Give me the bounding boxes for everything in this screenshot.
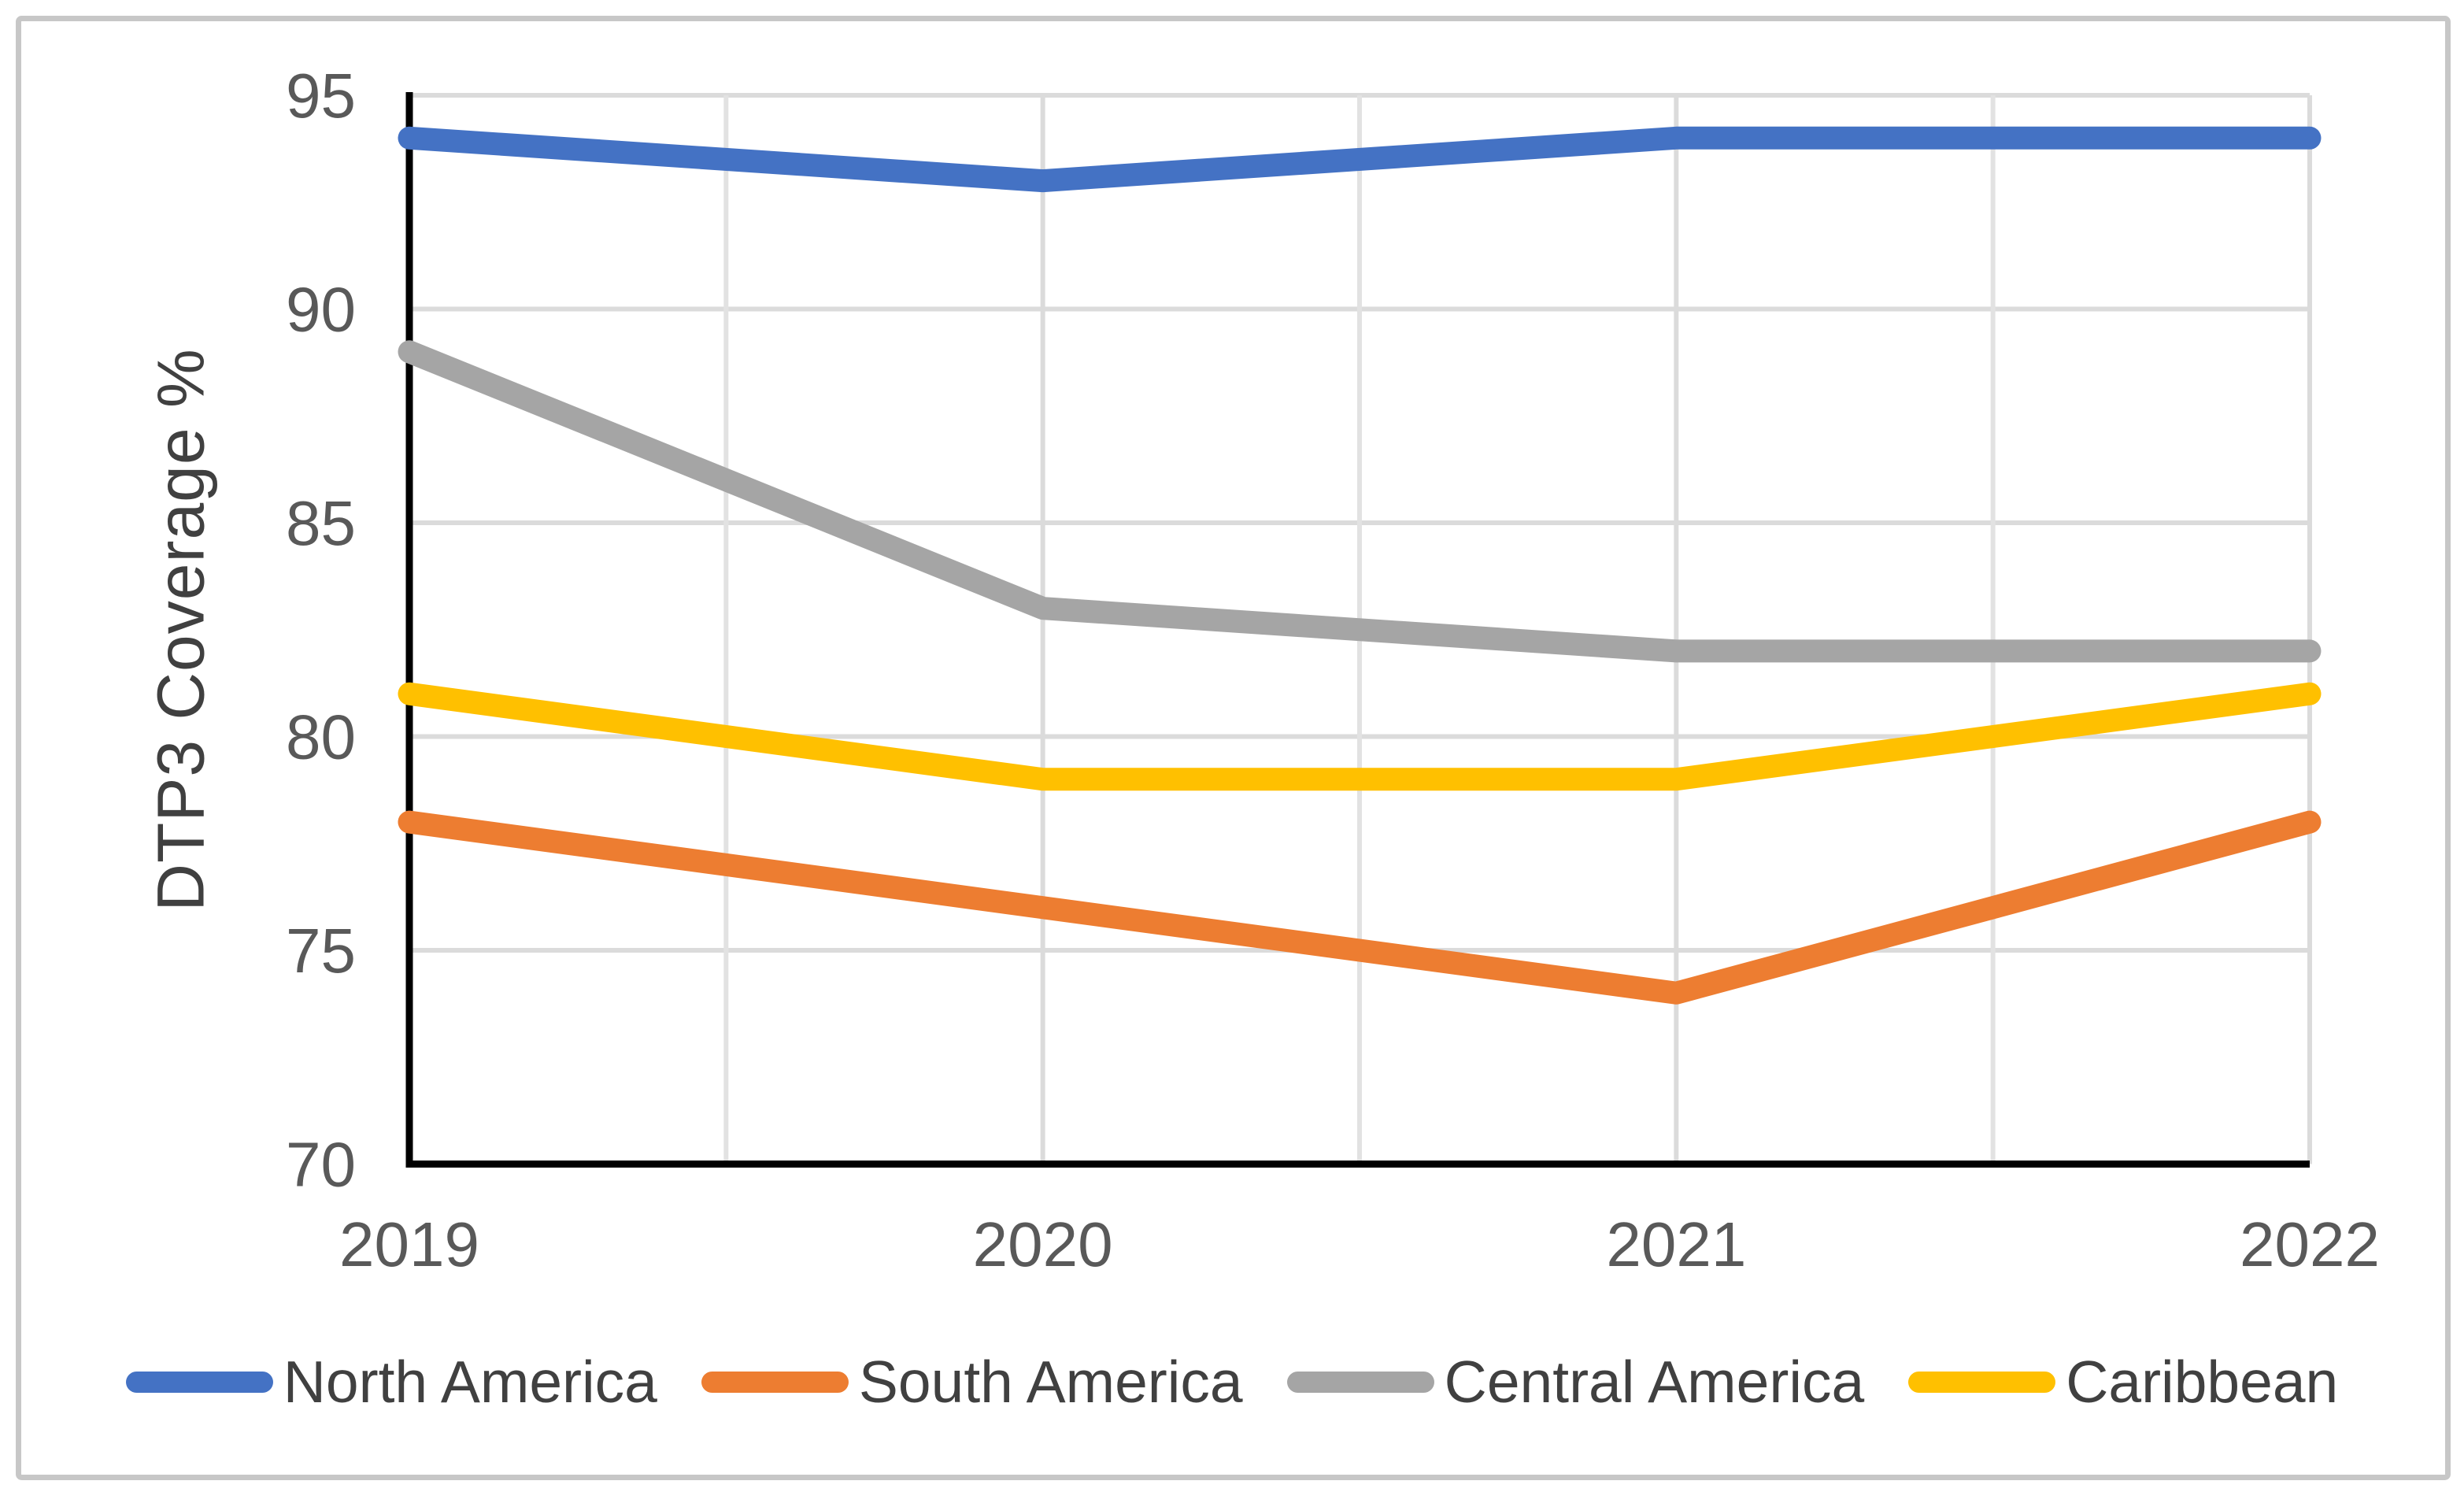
y-tick-label-70: 70 <box>286 1130 356 1200</box>
x-tick-label-2019: 2019 <box>339 1209 479 1279</box>
legend-swatch-caribbean <box>1908 1371 2056 1393</box>
legend-item-central-america: Central America <box>1286 1348 1865 1416</box>
legend-swatch-south-america <box>701 1371 849 1393</box>
series-line-central-america <box>398 340 2322 663</box>
y-tick-label-80: 80 <box>286 702 356 772</box>
legend-item-caribbean: Caribbean <box>1908 1348 2338 1416</box>
x-tick-label-2020: 2020 <box>973 1209 1113 1279</box>
series-line-caribbean <box>398 682 2322 791</box>
x-tick-label-2022: 2022 <box>2240 1209 2380 1279</box>
legend-swatch-north-america <box>125 1371 273 1393</box>
legend-item-south-america: South America <box>701 1348 1243 1416</box>
legend-label-central-america: Central America <box>1444 1349 1865 1415</box>
legend-label-caribbean: Caribbean <box>2066 1349 2339 1415</box>
legend-swatch-central-america <box>1286 1371 1434 1393</box>
y-tick-label-90: 90 <box>286 275 356 345</box>
chart-legend: North America South America Central Americ… <box>0 1338 2464 1425</box>
legend-label-north-america: North America <box>283 1349 657 1415</box>
series-line-north-america <box>398 126 2322 193</box>
x-tick-label-2021: 2021 <box>1606 1209 1746 1279</box>
y-tick-label-75: 75 <box>286 916 356 986</box>
legend-item-north-america: North America <box>125 1348 657 1416</box>
figure-border <box>16 16 2451 1480</box>
y-axis-title: DTP3 Coverage % <box>143 348 218 912</box>
legend-label-south-america: South America <box>858 1349 1243 1415</box>
y-tick-label-85: 85 <box>286 488 356 558</box>
y-tick-label-95: 95 <box>286 61 356 131</box>
series-line-south-america <box>398 810 2322 1005</box>
